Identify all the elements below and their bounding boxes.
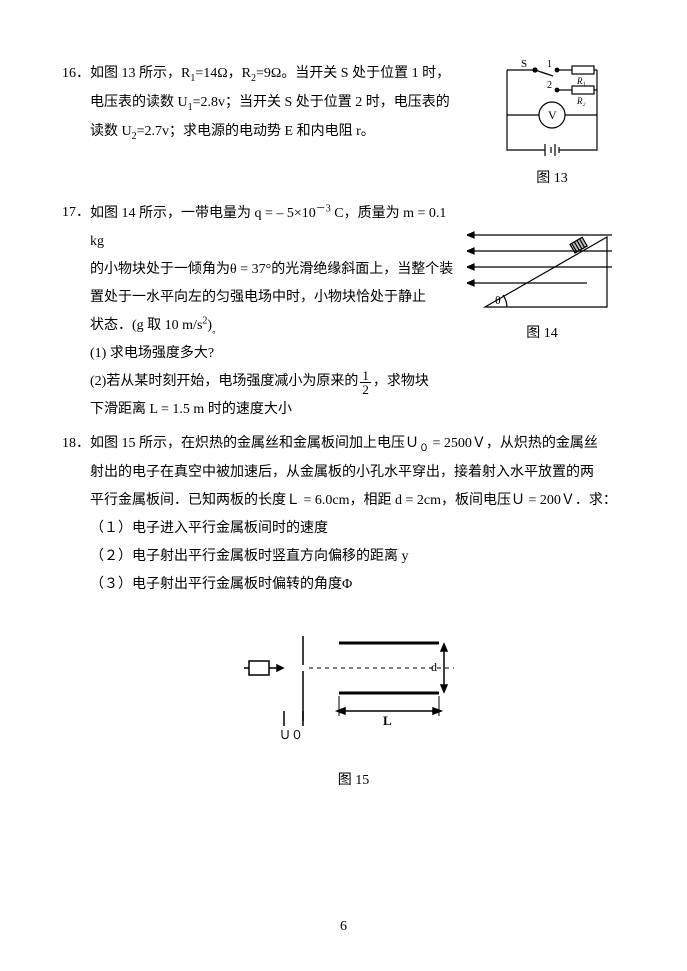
q16-text: 如图 13 所示，R1=14Ω，R2=9Ω。当开关 S 处于位置 1 时， 电压… — [90, 66, 450, 139]
q17-sub3: 下滑距离 L = 1.5 m 时的速度大小 — [90, 396, 617, 424]
figure-13-svg: S 1 2 R₁ R₂ V — [487, 60, 617, 165]
figure-13-label: 图 13 — [487, 165, 617, 193]
svg-text:1: 1 — [547, 60, 552, 70]
figure-13-block: S 1 2 R₁ R₂ V 图 13 — [487, 60, 617, 193]
q17-number: 17． — [62, 199, 90, 227]
page-number: 6 — [0, 913, 687, 941]
svg-text:Ｕ０: Ｕ０ — [279, 728, 303, 742]
svg-text:R₁: R₁ — [576, 76, 586, 86]
figure-15-label: 图 15 — [90, 767, 617, 795]
q18-sub1: （１）电子进入平行金属板间时的速度 — [90, 515, 617, 543]
figure-15-block: Ｕ０ L d 图 15 — [90, 611, 617, 795]
figure-14-label: 图 14 — [467, 320, 617, 348]
problem-17: θ 图 14 17． 如图 14 所示，一带电量为 q = – 5×10－3 C… — [90, 199, 617, 424]
q17-sub2: (2)若从某时刻开始，电场强度减小为原来的12，求物块 — [90, 368, 617, 396]
svg-text:L: L — [383, 713, 392, 728]
problem-18: 18． 如图 15 所示，在炽热的金属丝和金属板间加上电压Ｕ０ = 2500Ｖ，… — [90, 430, 617, 795]
svg-text:d: d — [431, 660, 437, 674]
figure-14-block: θ 图 14 — [467, 225, 617, 348]
svg-text:V: V — [548, 108, 557, 122]
svg-text:S: S — [521, 60, 527, 70]
q18-number: 18． — [62, 430, 90, 458]
q18-text: 如图 15 所示，在炽热的金属丝和金属板间加上电压Ｕ０ = 2500Ｖ，从炽热的… — [90, 436, 617, 508]
q18-sub2: （２）电子射出平行金属板时竖直方向偏移的距离 y — [90, 543, 617, 571]
q17-text: 如图 14 所示，一带电量为 q = – 5×10－3 C，质量为 m = 0.… — [90, 206, 453, 334]
figure-15-svg: Ｕ０ L d — [239, 611, 469, 746]
svg-text:θ: θ — [495, 293, 501, 307]
figure-14-svg: θ — [467, 225, 617, 320]
q16-number: 16． — [62, 60, 90, 88]
svg-text:R₂: R₂ — [576, 96, 586, 106]
q18-sub3: （３）电子射出平行金属板时偏转的角度Φ — [90, 571, 617, 599]
svg-text:2: 2 — [547, 80, 552, 91]
problem-16: S 1 2 R₁ R₂ V 图 13 16． 如图 13 所示，R1=14Ω，R… — [90, 60, 617, 193]
